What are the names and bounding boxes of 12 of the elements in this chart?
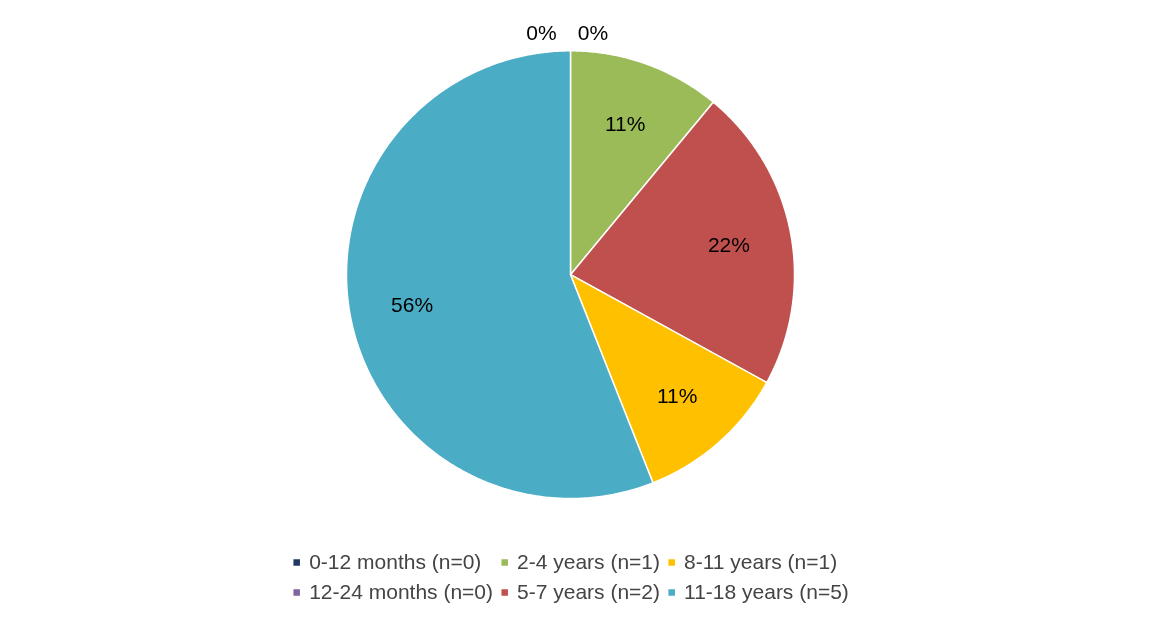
legend-label: 2-4 years (n=1)	[517, 550, 661, 574]
text: 0%	[577, 21, 609, 45]
legend-label: 12-24 months (n=0)	[309, 580, 494, 604]
data-label: 11%	[656, 384, 698, 408]
data-label: 11%	[604, 111, 646, 135]
legend-label: 8-11 years (n=1)	[684, 550, 838, 574]
data-label: 56%	[391, 293, 434, 317]
text: 0%	[526, 21, 557, 45]
legend-label: 11-18 years (n=5)	[684, 580, 849, 604]
legend-label: 5-7 years (n=2)	[517, 580, 661, 604]
legend-label: 0-12 months (n=0)	[309, 550, 482, 574]
data-label: 22%	[707, 232, 750, 256]
